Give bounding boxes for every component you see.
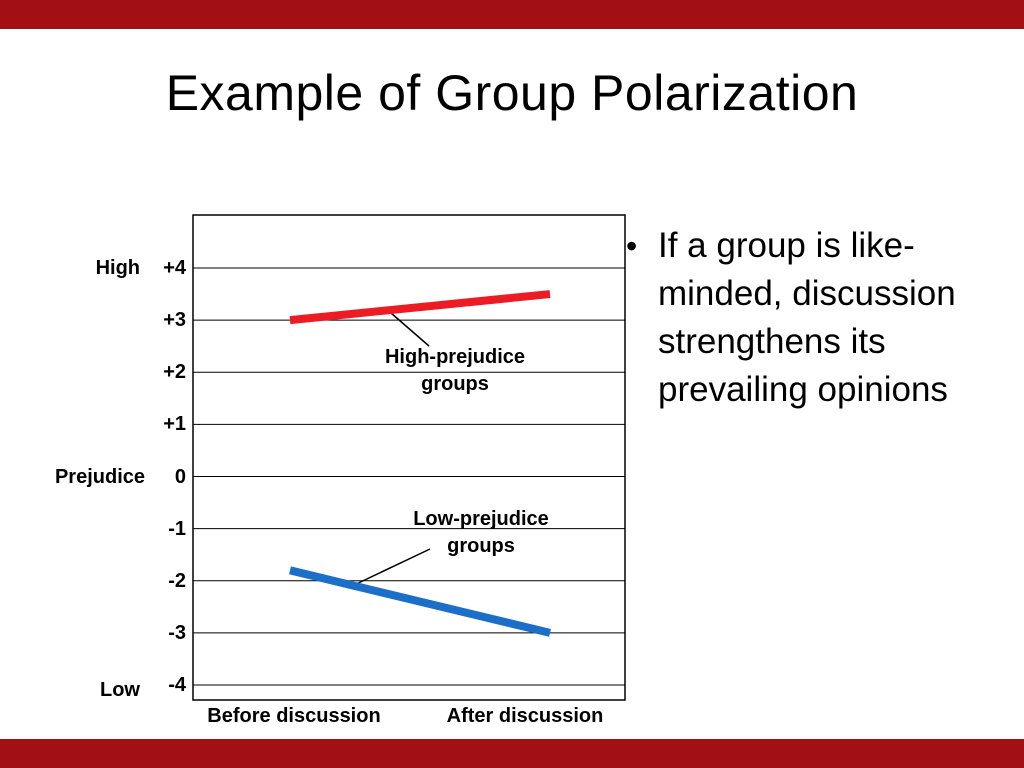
bullet-list: • If a group is like- minded, discussion… xyxy=(626,222,1022,414)
ytick-label: +4 xyxy=(163,257,186,279)
series-annotation-0: High-prejudice groups xyxy=(345,344,565,398)
xcategory-label: After discussion xyxy=(446,705,604,727)
series-line-0 xyxy=(289,290,551,325)
ytick-label: -1 xyxy=(168,517,186,540)
series-annotation-line2: groups xyxy=(421,373,489,395)
slide-title: Example of Group Polarization xyxy=(165,65,859,121)
plot-border xyxy=(192,214,626,701)
yaxis-high-label: High xyxy=(95,257,140,279)
ytick-label: 0 xyxy=(174,465,186,488)
bullet-marker: • xyxy=(626,228,638,264)
ytick-label: +1 xyxy=(163,413,186,436)
ytick-label: -2 xyxy=(168,569,186,592)
bottom-accent-bar xyxy=(0,739,1024,768)
series-annotation-1: Low-prejudice groups xyxy=(371,506,591,560)
yaxis-low-label: Low xyxy=(100,679,140,701)
series-annotation-line2: groups xyxy=(447,535,515,557)
ytick-label: -4 xyxy=(168,674,186,696)
series-line-1 xyxy=(289,566,551,637)
ytick-label: +3 xyxy=(163,309,186,332)
series-annotation-line1: High-prejudice xyxy=(384,346,525,368)
series-annotation-line1: Low-prejudice xyxy=(413,508,549,530)
ytick-label: -3 xyxy=(168,621,186,644)
annotation-leader-line xyxy=(390,312,430,347)
xcategory-label: Before discussion xyxy=(207,705,381,727)
bullet-text: If a group is like- minded, discussion s… xyxy=(658,226,956,409)
yaxis-title: Prejudice xyxy=(54,465,145,488)
annotation-leader-line xyxy=(351,548,431,587)
ytick-label: +2 xyxy=(163,361,186,384)
top-accent-bar xyxy=(0,0,1024,29)
